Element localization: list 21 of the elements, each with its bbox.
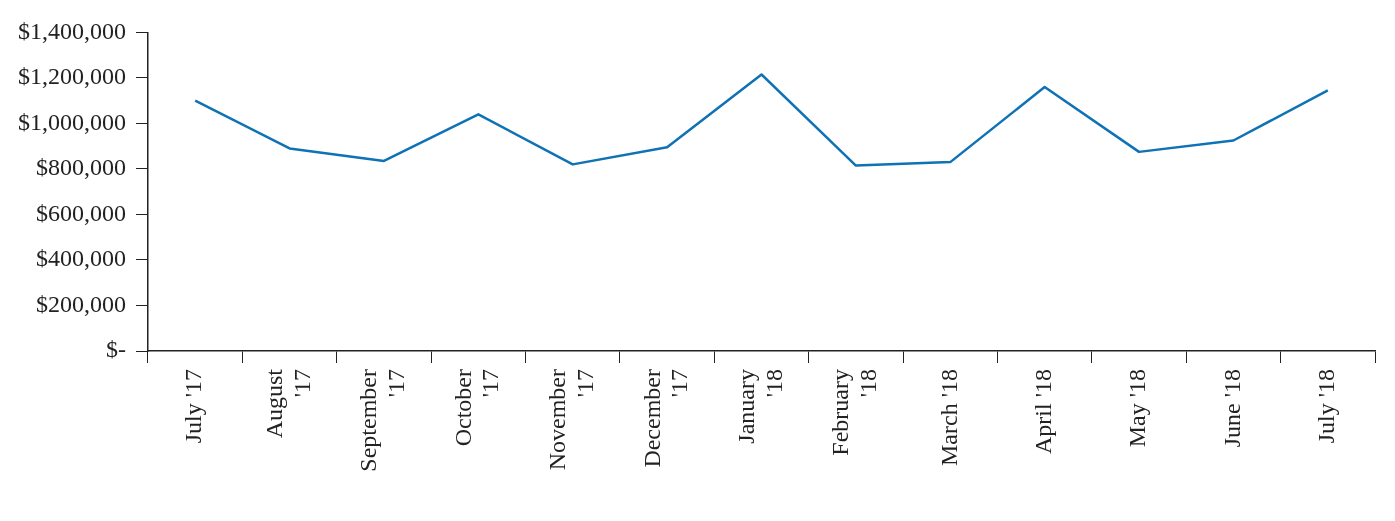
y-tick-label: $600,000 xyxy=(36,199,126,226)
y-tick-label: $- xyxy=(106,336,126,363)
y-tick-label: $400,000 xyxy=(36,245,126,272)
x-tick-label: July '18 xyxy=(1313,369,1340,444)
x-tick-label: June '18 xyxy=(1218,369,1245,448)
x-tick-label: February '18 xyxy=(827,369,881,456)
x-tick-label: October '17 xyxy=(449,368,504,447)
x-tick-label: November '17 xyxy=(544,368,598,471)
x-tick-label: July '17 xyxy=(180,369,207,444)
x-tick-label: January '18 xyxy=(733,369,787,444)
y-tick-label: $1,000,000 xyxy=(18,108,126,135)
x-tick-label: April '18 xyxy=(1029,369,1056,454)
y-tick-label: $1,200,000 xyxy=(18,63,126,90)
x-tick-label: May '18 xyxy=(1124,369,1151,448)
y-tick-label: $800,000 xyxy=(36,154,126,181)
x-tick-label: March '18 xyxy=(935,369,962,466)
y-tick-label: $200,000 xyxy=(36,290,126,317)
x-tick-label: September '17 xyxy=(355,369,410,472)
y-tick-label: $1,400,000 xyxy=(18,17,126,44)
x-tick-label: December '17 xyxy=(638,369,693,468)
x-tick-label: August '17 xyxy=(261,368,315,439)
